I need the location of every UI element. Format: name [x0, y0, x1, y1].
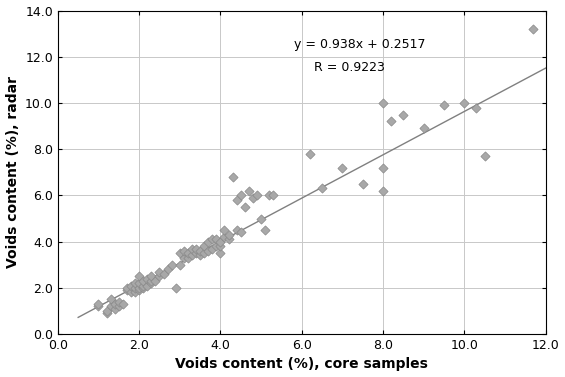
Point — [260, 227, 270, 233]
Point — [184, 255, 193, 261]
Point — [147, 278, 156, 284]
Point — [102, 310, 111, 316]
Point — [114, 303, 123, 309]
Point — [269, 192, 278, 198]
Point — [123, 285, 132, 291]
Point — [228, 174, 237, 180]
Point — [216, 243, 225, 249]
Point — [338, 165, 347, 171]
Point — [106, 303, 115, 309]
Point — [143, 282, 152, 288]
Point — [232, 227, 241, 233]
Point — [118, 301, 127, 307]
Point — [134, 287, 144, 293]
Point — [212, 243, 221, 249]
Point — [305, 151, 314, 157]
Point — [529, 26, 538, 32]
Point — [208, 236, 217, 242]
Point — [216, 239, 225, 245]
Point — [143, 276, 152, 282]
Point — [163, 266, 172, 272]
Text: y = 0.938x + 0.2517: y = 0.938x + 0.2517 — [294, 38, 425, 51]
Point — [358, 181, 367, 187]
Point — [127, 282, 136, 288]
Text: R = 0.9223: R = 0.9223 — [314, 61, 385, 74]
Point — [208, 245, 217, 251]
Point — [188, 245, 197, 251]
Point — [134, 273, 144, 279]
Point — [480, 153, 489, 159]
Point — [472, 104, 481, 110]
Point — [379, 188, 388, 194]
Point — [134, 280, 144, 286]
Point — [195, 253, 205, 259]
Point — [264, 192, 273, 198]
Point — [138, 285, 147, 291]
Point — [131, 285, 140, 291]
Point — [110, 306, 119, 312]
Point — [94, 303, 103, 309]
Point — [175, 250, 184, 256]
Point — [379, 165, 388, 171]
Point — [131, 280, 140, 286]
Point — [147, 273, 156, 279]
Point — [199, 243, 208, 249]
Point — [171, 285, 180, 291]
Point — [236, 192, 245, 198]
Point — [204, 239, 213, 245]
Point — [249, 195, 258, 201]
Point — [440, 102, 449, 108]
Point — [240, 204, 249, 210]
Point — [94, 301, 103, 307]
Point — [195, 248, 205, 254]
X-axis label: Voids content (%), core samples: Voids content (%), core samples — [175, 357, 428, 371]
Point — [127, 290, 136, 296]
Point — [224, 236, 233, 242]
Point — [224, 231, 233, 238]
Point — [386, 118, 396, 124]
Point — [220, 227, 229, 233]
Point — [159, 271, 168, 277]
Point — [102, 308, 111, 314]
Point — [419, 126, 428, 132]
Point — [460, 100, 469, 106]
Point — [151, 278, 160, 284]
Point — [179, 248, 188, 254]
Point — [123, 287, 132, 293]
Point — [167, 262, 176, 268]
Point — [216, 250, 225, 256]
Point — [253, 192, 262, 198]
Point — [179, 255, 188, 261]
Point — [199, 250, 208, 256]
Point — [138, 282, 147, 288]
Point — [138, 278, 147, 284]
Point — [106, 296, 115, 302]
Point — [188, 253, 197, 259]
Point — [155, 269, 164, 275]
Point — [184, 250, 193, 256]
Point — [220, 234, 229, 240]
Point — [244, 188, 253, 194]
Point — [399, 112, 408, 118]
Point — [204, 248, 213, 254]
Point — [318, 185, 327, 192]
Point — [131, 290, 140, 296]
Point — [236, 229, 245, 235]
Point — [379, 100, 388, 106]
Point — [155, 273, 164, 279]
Point — [192, 245, 201, 251]
Point — [110, 301, 119, 307]
Point — [134, 285, 144, 291]
Point — [257, 216, 266, 222]
Point — [114, 299, 123, 305]
Point — [175, 262, 184, 268]
Point — [147, 280, 156, 286]
Point — [212, 236, 221, 242]
Point — [232, 197, 241, 203]
Y-axis label: Voids content (%), radar: Voids content (%), radar — [6, 76, 20, 268]
Point — [192, 250, 201, 256]
